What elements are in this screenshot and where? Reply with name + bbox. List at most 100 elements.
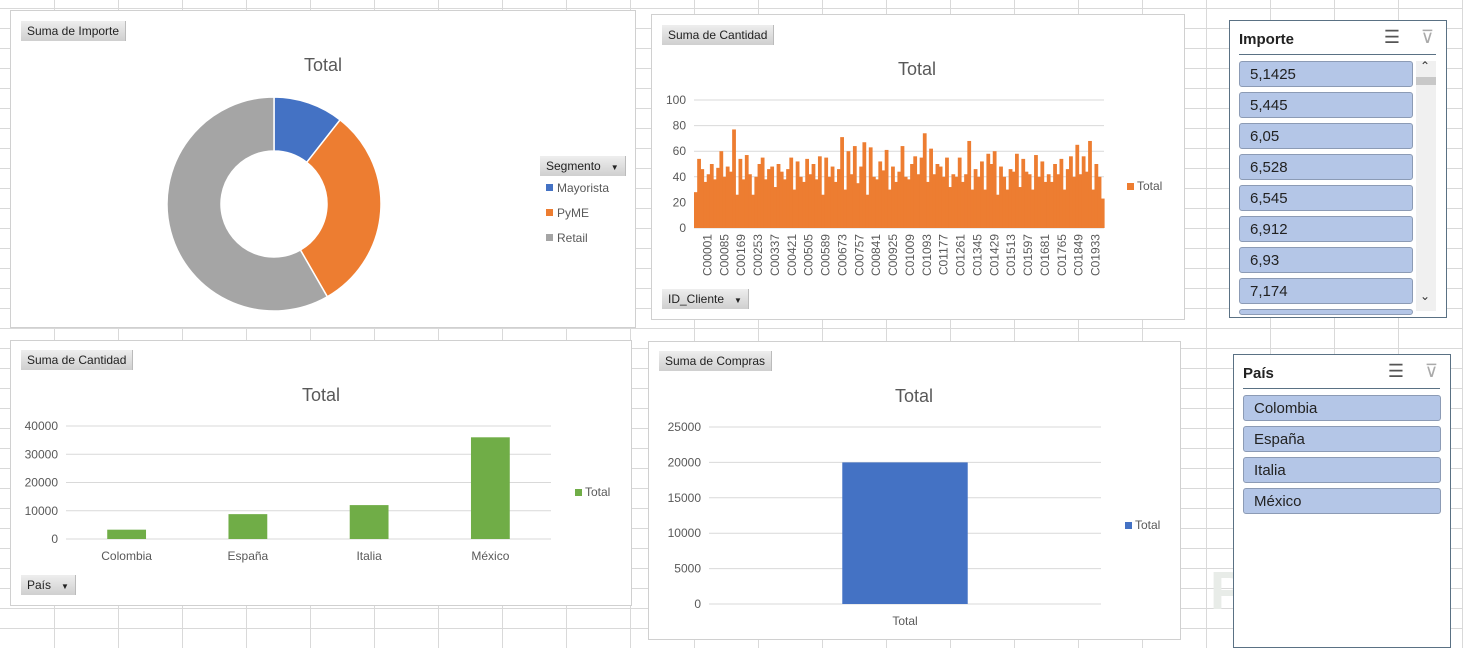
bar[interactable]	[789, 157, 794, 228]
bar[interactable]	[903, 176, 908, 228]
scroll-up-icon[interactable]: ⌃	[1420, 59, 1431, 73]
bar[interactable]	[694, 192, 698, 228]
bar[interactable]	[792, 189, 797, 228]
bar[interactable]	[878, 161, 883, 228]
bar[interactable]	[1088, 140, 1092, 228]
dropdown-arrow-icon[interactable]: ▼	[610, 163, 619, 172]
bar[interactable]	[875, 179, 879, 228]
slicer-item[interactable]: 5,1425	[1239, 61, 1413, 87]
bar[interactable]	[916, 174, 921, 228]
bar[interactable]	[827, 176, 832, 228]
bar[interactable]	[852, 146, 857, 228]
bar[interactable]	[763, 179, 768, 228]
bar[interactable]	[107, 529, 147, 539]
bar[interactable]	[960, 181, 965, 228]
bar[interactable]	[1065, 169, 1070, 228]
bar[interactable]	[1069, 156, 1073, 228]
bar[interactable]	[716, 167, 721, 228]
bar[interactable]	[1053, 164, 1057, 228]
bar[interactable]	[470, 437, 510, 539]
donut-slice-retail[interactable]	[166, 96, 329, 312]
bar[interactable]	[1081, 156, 1086, 228]
bar-chart-cantidad-cliente[interactable]: Suma de Cantidad Total 0 20 40 60 80 100 C00001 C…	[651, 14, 1185, 320]
bar[interactable]	[1091, 189, 1096, 228]
bar[interactable]	[1037, 176, 1042, 228]
slicer-item-partial[interactable]	[1239, 309, 1413, 315]
bar[interactable]	[970, 189, 975, 228]
bar[interactable]	[1072, 176, 1076, 228]
bar[interactable]	[894, 181, 899, 228]
bar[interactable]	[697, 158, 701, 228]
bar[interactable]	[728, 171, 733, 228]
bar[interactable]	[1034, 155, 1038, 228]
slicer-item[interactable]: 6,93	[1239, 247, 1413, 273]
bar[interactable]	[811, 164, 816, 228]
bar[interactable]	[989, 164, 994, 228]
bar[interactable]	[868, 147, 873, 228]
bar[interactable]	[849, 174, 854, 228]
bar[interactable]	[738, 158, 743, 228]
bar[interactable]	[862, 142, 867, 228]
bar[interactable]	[1049, 181, 1054, 228]
bar[interactable]	[1008, 169, 1013, 228]
bar[interactable]	[349, 505, 389, 539]
bar[interactable]	[748, 174, 752, 228]
bar[interactable]	[983, 189, 988, 228]
bar[interactable]	[840, 137, 844, 228]
axis-field-button[interactable]: ID_Cliente ▼	[662, 289, 749, 309]
slicer-item[interactable]: 6,545	[1239, 185, 1413, 211]
bar[interactable]	[964, 174, 968, 228]
slicer-importe[interactable]: Importe ☰ ⊽ 5,1425 5,445 6,05 6,528 6,545 6,912…	[1229, 20, 1447, 318]
slicer-item[interactable]: México	[1243, 488, 1441, 514]
bar[interactable]	[1040, 161, 1045, 228]
bar[interactable]	[821, 194, 825, 228]
bar[interactable]	[703, 181, 708, 228]
axis-field-button[interactable]: País ▼	[21, 575, 76, 595]
bar[interactable]	[951, 174, 956, 228]
bar[interactable]	[770, 166, 775, 228]
dropdown-arrow-icon[interactable]: ▼	[61, 582, 69, 591]
bar[interactable]	[910, 164, 914, 228]
bar[interactable]	[891, 166, 895, 228]
bar[interactable]	[865, 194, 870, 228]
bar[interactable]	[1011, 171, 1016, 228]
bar[interactable]	[725, 166, 730, 228]
bar[interactable]	[941, 176, 946, 228]
bar[interactable]	[999, 166, 1003, 228]
slicer-item[interactable]: España	[1243, 426, 1441, 452]
values-field-button[interactable]: Suma de Importe	[21, 21, 127, 41]
segmento-filter-button[interactable]: Segmento ▼	[540, 156, 626, 176]
slicer-item[interactable]: 6,05	[1239, 123, 1413, 149]
bar[interactable]	[722, 176, 727, 228]
bar[interactable]	[887, 189, 892, 228]
bar[interactable]	[814, 179, 819, 228]
bar[interactable]	[973, 169, 978, 228]
bar[interactable]	[1094, 164, 1099, 228]
slicer-pais[interactable]: País ☰ ⊽ Colombia España Italia México	[1233, 354, 1451, 648]
bar-chart-compras[interactable]: Suma de Compras Total 0 5000 10000 15000 20000…	[648, 341, 1181, 640]
bar[interactable]	[1097, 176, 1102, 228]
bar[interactable]	[929, 148, 933, 228]
bar[interactable]	[760, 157, 765, 228]
bar[interactable]	[976, 176, 981, 228]
values-field-button[interactable]: Suma de Compras	[659, 351, 773, 371]
bar[interactable]	[1046, 174, 1051, 228]
bar[interactable]	[1075, 144, 1080, 228]
bar[interactable]	[767, 169, 771, 228]
bar[interactable]	[1078, 174, 1083, 228]
multi-select-icon[interactable]: ☰	[1387, 361, 1404, 381]
bar[interactable]	[744, 155, 749, 228]
slicer-item[interactable]: Italia	[1243, 457, 1441, 483]
bar[interactable]	[881, 170, 886, 228]
bar[interactable]	[1021, 158, 1026, 228]
bar[interactable]	[795, 161, 800, 228]
bar[interactable]	[954, 176, 959, 228]
bar[interactable]	[757, 164, 762, 228]
bar[interactable]	[709, 164, 714, 228]
scrollbar[interactable]	[1416, 61, 1436, 311]
bar[interactable]	[1005, 189, 1010, 228]
bar[interactable]	[700, 169, 705, 228]
bar[interactable]	[1062, 189, 1067, 228]
bar[interactable]	[871, 176, 876, 228]
values-field-button[interactable]: Suma de Cantidad	[662, 25, 775, 45]
